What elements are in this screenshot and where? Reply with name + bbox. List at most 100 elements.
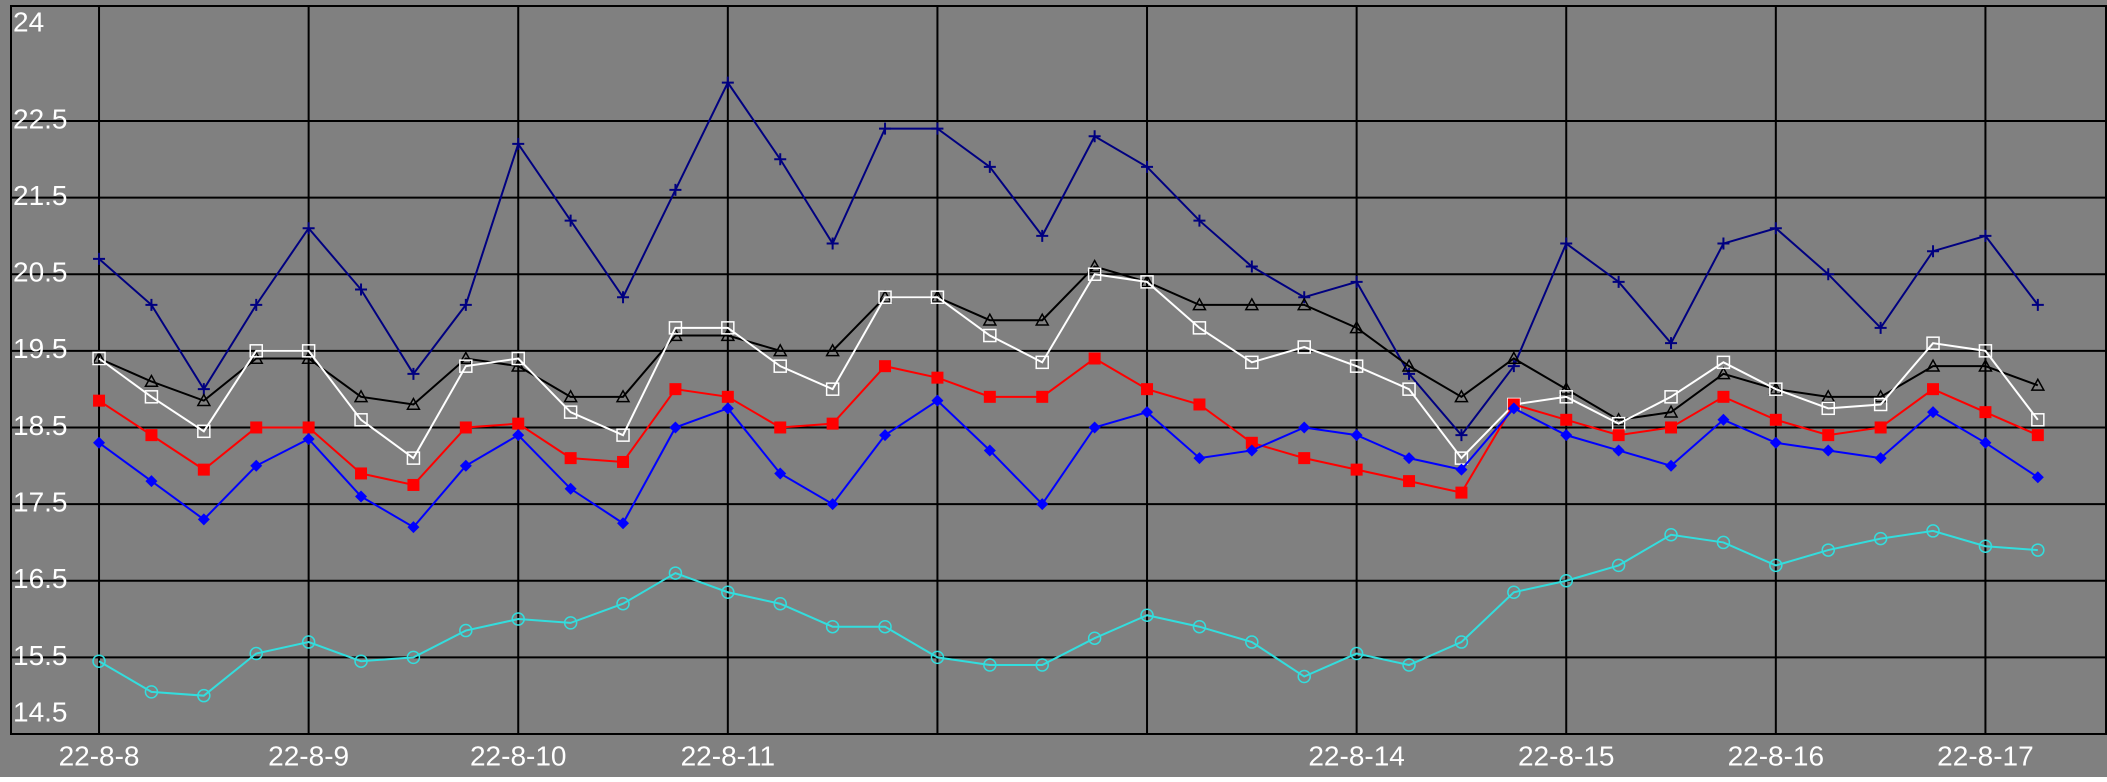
marker	[983, 328, 997, 343]
y-tick-label: 24	[13, 6, 44, 37]
marker	[1560, 413, 1573, 426]
marker	[564, 482, 577, 495]
marker	[617, 291, 630, 304]
marker	[512, 429, 525, 442]
marker	[1245, 444, 1258, 457]
marker	[1612, 444, 1625, 457]
marker	[983, 658, 997, 672]
marker	[1979, 229, 1992, 242]
marker	[248, 350, 264, 365]
marker	[826, 237, 839, 250]
marker	[1088, 130, 1101, 143]
marker	[2031, 298, 2044, 311]
marker	[249, 646, 263, 661]
marker	[1925, 358, 1941, 372]
marker	[145, 475, 158, 488]
marker	[250, 298, 263, 311]
marker	[1140, 275, 1154, 289]
marker	[931, 394, 944, 407]
marker	[1874, 452, 1887, 465]
marker	[1349, 320, 1364, 334]
marker	[354, 654, 368, 668]
marker	[1454, 635, 1469, 649]
marker	[774, 421, 787, 434]
marker	[1035, 658, 1049, 672]
marker	[145, 429, 158, 442]
marker	[1087, 259, 1102, 273]
marker	[1141, 160, 1154, 173]
marker	[355, 490, 368, 503]
marker	[826, 417, 839, 430]
y-tick-label: 15.5	[13, 640, 68, 671]
series-line	[98, 80, 2039, 437]
marker	[406, 650, 421, 665]
marker	[669, 421, 682, 434]
marker	[878, 290, 892, 304]
marker	[982, 312, 998, 326]
marker	[250, 421, 263, 434]
y-tick-label: 20.5	[13, 257, 68, 288]
marker	[1874, 421, 1887, 434]
marker	[616, 428, 630, 442]
marker	[1298, 452, 1311, 465]
marker	[878, 619, 892, 634]
marker	[668, 321, 683, 335]
marker	[144, 390, 159, 404]
marker	[616, 596, 630, 611]
marker	[1821, 543, 1835, 557]
marker	[406, 451, 421, 465]
y-tick-label: 22.5	[13, 103, 68, 134]
marker	[511, 612, 525, 626]
marker	[931, 122, 944, 135]
marker	[1873, 389, 1888, 403]
marker	[1612, 275, 1625, 288]
marker	[511, 351, 525, 366]
marker	[774, 467, 787, 480]
series	[93, 352, 2044, 499]
marker	[1402, 382, 1416, 396]
marker	[2031, 471, 2044, 484]
series	[93, 394, 2044, 534]
marker	[512, 137, 525, 150]
marker	[615, 389, 631, 403]
marker	[1087, 267, 1102, 281]
marker	[564, 214, 577, 227]
marker	[930, 290, 945, 304]
marker	[512, 417, 525, 430]
marker	[144, 373, 159, 388]
marker	[1350, 463, 1363, 476]
marker	[1141, 383, 1154, 396]
marker	[2031, 413, 2045, 427]
marker	[1035, 355, 1049, 370]
marker	[1665, 337, 1678, 350]
marker	[1506, 350, 1522, 365]
marker	[1192, 321, 1207, 335]
marker	[2031, 543, 2045, 557]
marker	[669, 183, 682, 196]
marker	[1664, 390, 1678, 404]
marker	[1036, 229, 1049, 242]
marker	[1455, 463, 1468, 476]
marker	[1559, 573, 1573, 588]
marker	[1822, 268, 1835, 281]
marker	[1350, 275, 1363, 288]
marker	[197, 513, 210, 526]
marker	[1455, 429, 1468, 442]
marker	[1927, 406, 1940, 419]
marker	[983, 160, 996, 173]
marker	[879, 360, 892, 373]
y-tick-label: 18.5	[13, 410, 68, 441]
marker	[617, 455, 630, 468]
marker	[1978, 344, 1993, 358]
marker	[407, 367, 420, 380]
marker	[197, 463, 210, 476]
marker	[1507, 585, 1521, 599]
marker	[1558, 381, 1574, 395]
marker	[1350, 429, 1363, 442]
x-tick-label: 22-8-9	[268, 740, 349, 771]
marker	[1455, 486, 1468, 499]
marker	[1401, 358, 1417, 372]
marker	[459, 298, 472, 311]
marker	[1769, 436, 1782, 449]
